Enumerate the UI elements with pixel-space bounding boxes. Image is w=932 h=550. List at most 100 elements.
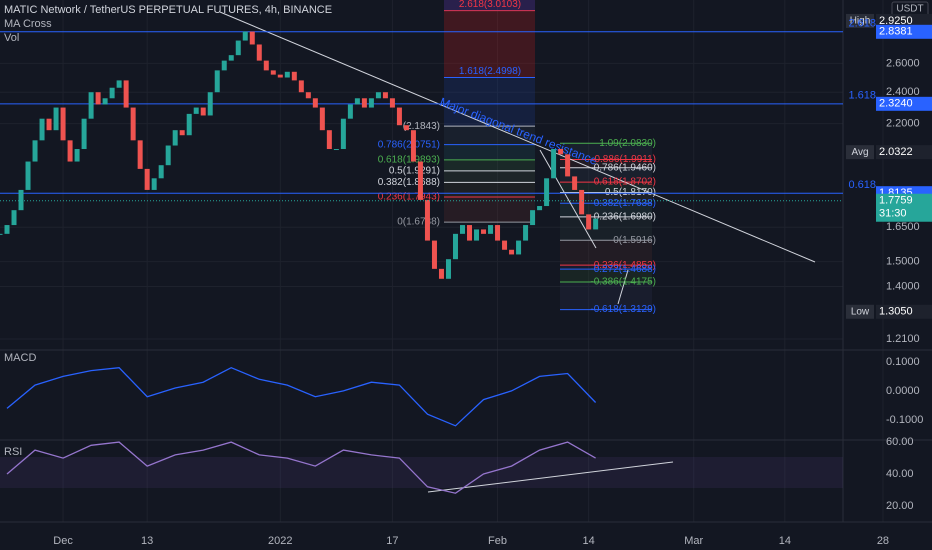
candle xyxy=(523,225,529,241)
candle xyxy=(424,199,430,241)
candle xyxy=(60,107,66,141)
candle xyxy=(495,225,501,241)
candle xyxy=(417,161,423,200)
candle xyxy=(4,225,10,234)
fib-zone xyxy=(560,269,652,282)
fib-zone xyxy=(560,182,652,193)
fib-label: 2.618(3.0103) xyxy=(459,0,521,10)
y-tick-label: 2.2000 xyxy=(886,117,920,129)
price-label-box xyxy=(876,96,932,111)
level-label: 1.618 xyxy=(848,90,876,102)
pane-title: MACD xyxy=(4,352,36,364)
candle xyxy=(474,229,480,241)
fib-label: -0.618(1.3129) xyxy=(590,304,656,315)
price-name: Avg xyxy=(851,147,868,158)
candle xyxy=(165,145,171,166)
candle xyxy=(25,161,31,190)
fib-label: -0.386(1.4175) xyxy=(590,277,656,288)
candle xyxy=(488,225,494,234)
pane-title: RSI xyxy=(4,446,22,458)
fib-label: 0.5(1.9291) xyxy=(389,166,440,177)
indicator-label: MA Cross xyxy=(4,18,52,30)
candle xyxy=(144,168,150,190)
candle xyxy=(207,92,213,116)
price-label-box xyxy=(876,304,932,319)
fib-zone xyxy=(560,192,652,204)
y-tick-label: 1.5000 xyxy=(886,255,920,267)
price-label: 2.9250 xyxy=(879,15,913,27)
candle xyxy=(53,107,59,131)
candle xyxy=(354,98,360,105)
last-price: 1.7759 xyxy=(879,195,913,207)
candle xyxy=(544,178,550,207)
fib-zone xyxy=(560,265,652,270)
y-tick-label: 2.4000 xyxy=(886,86,920,98)
candle xyxy=(368,98,374,108)
fib-label: 0(1.6738) xyxy=(397,217,440,228)
x-tick-label: Mar xyxy=(684,535,703,547)
price-label: 2.3240 xyxy=(879,98,913,110)
candle xyxy=(67,140,73,162)
candle xyxy=(319,107,325,131)
fib-label: 1.618(2.4998) xyxy=(459,66,521,77)
candle xyxy=(333,149,339,151)
candle xyxy=(467,225,473,241)
candle xyxy=(537,206,543,211)
candle xyxy=(263,60,269,71)
trend-line xyxy=(427,461,674,493)
indicator-label: Vol xyxy=(4,32,19,44)
candle xyxy=(256,44,262,61)
fib-label: 0.236(1.6980) xyxy=(594,212,656,223)
candle xyxy=(95,92,101,105)
candle xyxy=(452,233,458,260)
candle xyxy=(74,149,80,162)
candle xyxy=(502,240,508,250)
x-tick-label: 14 xyxy=(583,535,595,547)
fib-label: 1.09(2.0830) xyxy=(599,138,656,149)
candle xyxy=(530,210,536,226)
price-label: 2.0322 xyxy=(879,146,913,158)
candle xyxy=(326,130,332,150)
fib-label: 0.236(1.7943) xyxy=(378,192,440,203)
fib-zone xyxy=(444,170,535,183)
candle xyxy=(109,87,115,99)
candle xyxy=(459,225,465,234)
price-label-box xyxy=(876,24,932,39)
level-label: 2.618 xyxy=(848,18,876,30)
candle xyxy=(116,80,122,88)
candle xyxy=(551,149,557,179)
rsi-line xyxy=(6,441,596,494)
candle xyxy=(158,165,164,179)
candle xyxy=(389,98,395,108)
rsi-band xyxy=(0,457,843,488)
price-label: 1.3050 xyxy=(879,306,913,318)
candle xyxy=(277,74,283,78)
y-tick-label: 1.2100 xyxy=(886,333,920,345)
candle xyxy=(593,218,599,230)
symbol-title: MATIC Network / TetherUS PERPETUAL FUTUR… xyxy=(4,4,332,16)
candle xyxy=(347,104,353,119)
candle xyxy=(586,214,592,230)
trend-line xyxy=(617,269,629,305)
price-name-box xyxy=(846,145,874,160)
price-name-box xyxy=(846,13,874,28)
candle xyxy=(137,140,143,169)
candle xyxy=(565,154,571,177)
candle xyxy=(172,130,178,146)
y-tick-label: 60.00 xyxy=(886,436,914,448)
trend-line xyxy=(219,11,816,263)
candle xyxy=(558,149,564,155)
fib-label: 0.382(1.7638) xyxy=(594,198,656,209)
fib-label: 0.382(1.8688) xyxy=(378,177,440,188)
currency: USDT xyxy=(896,4,923,15)
fib-zone xyxy=(560,167,652,183)
x-tick-label: 17 xyxy=(386,535,398,547)
candle xyxy=(579,189,585,215)
fib-label: -0.272(1.4688) xyxy=(590,264,656,275)
fib-zone xyxy=(560,240,652,266)
candle xyxy=(235,40,241,56)
candle xyxy=(438,268,444,279)
candle xyxy=(410,130,416,162)
